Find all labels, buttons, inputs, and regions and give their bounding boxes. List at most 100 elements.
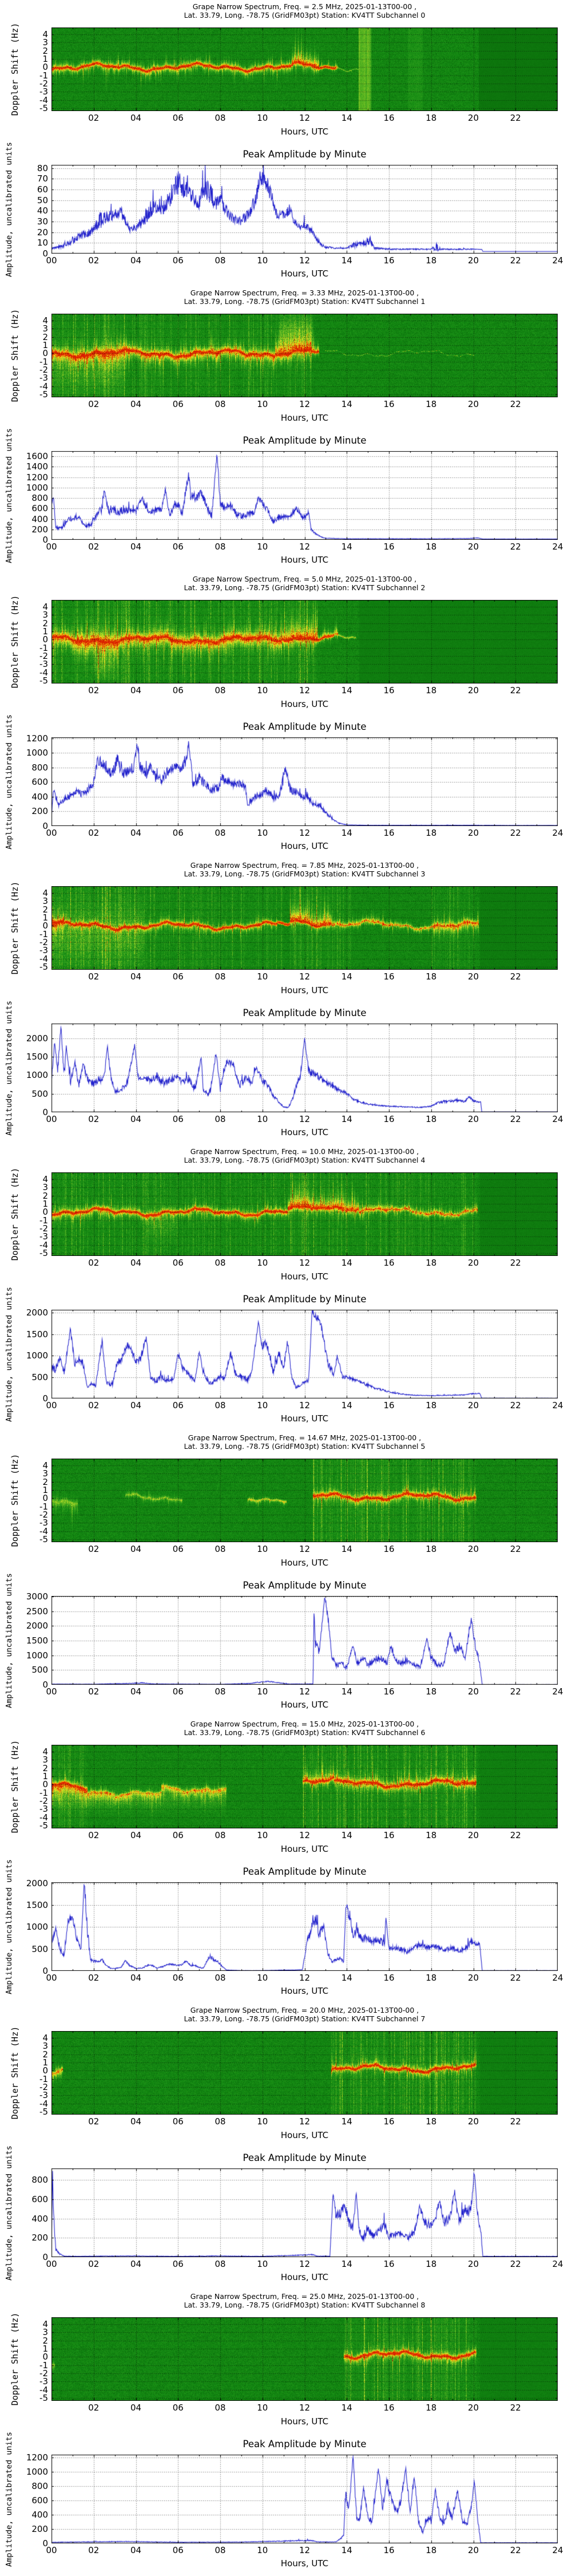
x-tick-label: 08 [214,1258,226,1268]
x-tick-label: 08 [214,399,226,409]
y-tick-label: 1 [42,340,48,351]
spectrogram-figure-subchannel-4: Grape Narrow Spectrum, Freq. = 10.0 MHz,… [0,1145,572,1288]
x-tick-label: 12 [299,1830,311,1840]
x-tick-label: 02 [88,1258,100,1268]
x-tick-label: 14 [341,2259,352,2269]
x-tick-label: 12 [299,542,311,552]
x-tick-label: 02 [88,542,100,552]
y-tick-label: 0 [42,535,48,545]
x-tick-label: 18 [426,2116,437,2127]
x-axis-label: Hours, UTC [280,555,329,565]
x-tick-label: 08 [214,542,226,552]
y-tick-label: -3 [39,86,48,97]
x-tick-label: 06 [172,542,184,552]
spectrogram-title-line1: Grape Narrow Spectrum, Freq. = 15.0 MHz,… [190,1720,419,1728]
y-tick-label: 200 [31,2524,48,2534]
spectrogram-title-line1: Grape Narrow Spectrum, Freq. = 14.67 MHz… [188,1433,422,1442]
x-tick-label: 10 [257,542,268,552]
y-tick-label: -2 [39,937,48,948]
spectrogram-title-line1: Grape Narrow Spectrum, Freq. = 2.5 MHz, … [192,2,417,11]
x-tick-label: 22 [510,1400,521,1411]
y-tick-label: -2 [39,2082,48,2093]
y-tick-label: -4 [39,2384,48,2395]
x-tick-label: 10 [257,971,268,982]
x-axis-label: Hours, UTC [280,2272,329,2282]
x-tick-label: 10 [257,1258,268,1268]
x-tick-label: 12 [299,1114,311,1124]
x-tick-label: 06 [172,685,184,696]
x-tick-label: 08 [214,1686,226,1697]
x-tick-label: 18 [426,1686,437,1697]
y-tick-label: 2 [42,1476,48,1487]
line-chart-canvas [51,1596,558,1685]
x-tick-label: 18 [426,2545,437,2555]
x-tick-label: 10 [257,2545,268,2555]
y-tick-label: 2 [42,331,48,342]
x-tick-label: 08 [214,255,226,266]
amplitude-figure: Peak Amplitude by Minute Amplitude, uncal… [0,1573,572,1717]
spectrogram-canvas [51,2317,558,2401]
chart-title: Peak Amplitude by Minute [243,149,367,160]
x-tick-label: 22 [510,399,521,409]
x-tick-label: 04 [130,1114,142,1124]
y-tick-label: -4 [39,2098,48,2109]
chart-title: Peak Amplitude by Minute [243,435,367,446]
x-tick-label: 12 [299,1400,311,1411]
y-tick-label: -4 [39,381,48,392]
y-tick-label: 2 [42,2335,48,2346]
x-tick-label: 18 [426,971,437,982]
x-tick-label: 06 [172,1544,184,1554]
spectrogram-canvas [51,314,558,397]
y-tick-label: 2 [42,45,48,56]
y-tick-label: 800 [31,762,48,773]
x-tick-label: 24 [552,2259,563,2269]
y-tick-label: 4 [42,2033,48,2044]
x-tick-label: 02 [88,828,100,838]
x-tick-label: 08 [214,971,226,982]
x-tick-label: 20 [467,2116,479,2127]
x-tick-label: 18 [426,2403,437,2413]
x-tick-label: 06 [172,1258,184,1268]
y-tick-label: 1500 [26,1052,48,1062]
x-tick-label: 06 [172,2116,184,2127]
x-tick-label: 02 [88,1830,100,1840]
y-tick-label: 1500 [26,1329,48,1340]
y-tick-label: 200 [31,2233,48,2243]
x-tick-label: 20 [467,255,479,266]
spectrogram-figure-subchannel-0: Grape Narrow Spectrum, Freq. = 2.5 MHz, … [0,0,572,143]
x-tick-label: 02 [88,2403,100,2413]
y-tick-label: 3 [42,1182,48,1193]
y-tick-label: 4 [42,1747,48,1757]
x-tick-label: 24 [552,1686,563,1697]
x-tick-label: 04 [130,113,142,123]
x-tick-label: 22 [510,113,521,123]
y-tick-label: 3 [42,610,48,621]
y-tick-label: 4 [42,2319,48,2330]
x-tick-label: 06 [172,2545,184,2555]
x-tick-label: 10 [257,1973,268,1983]
chart-title: Peak Amplitude by Minute [243,1294,367,1305]
y-tick-label: 2000 [26,1307,48,1318]
y-tick-label: 200 [31,524,48,535]
y-tick-label: 30 [37,216,48,227]
x-tick-label: 04 [130,1973,142,1983]
x-tick-label: 12 [299,1973,311,1983]
line-chart-canvas [51,1310,558,1398]
x-tick-label: 22 [510,1114,521,1124]
x-axis-label: Hours, UTC [280,1271,329,1282]
x-tick-label: 24 [552,1114,563,1124]
y-tick-label: 0 [42,62,48,73]
x-tick-label: 22 [510,255,521,266]
x-tick-label: 06 [172,255,184,266]
x-tick-label: 02 [88,113,100,123]
x-tick-label: 08 [214,2116,226,2127]
y-tick-label: 1400 [26,461,48,472]
y-tick-label: -2 [39,78,48,89]
x-tick-label: 20 [467,1973,479,1983]
y-tick-label: 1000 [26,1350,48,1361]
x-tick-label: 16 [383,542,395,552]
y-tick-label: 4 [42,29,48,40]
y-tick-label: 0 [42,634,48,645]
x-tick-label: 14 [341,399,352,409]
y-tick-label: 1000 [26,482,48,493]
